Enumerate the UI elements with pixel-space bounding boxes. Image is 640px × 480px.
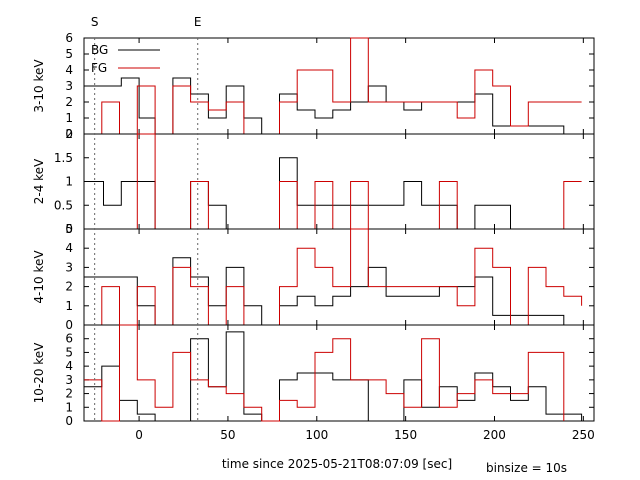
y-tick-label: 3 — [65, 260, 73, 274]
series-fg-line — [84, 324, 565, 422]
y-axis-label: 10-20 keV — [32, 342, 46, 404]
plot-frame — [83, 228, 595, 326]
legend-label-bg: BG — [91, 43, 108, 57]
y-tick-label: 1.5 — [54, 151, 73, 165]
y-tick-label: 0 — [65, 222, 73, 236]
y-tick-label: 1 — [65, 299, 73, 313]
y-tick-label: 1 — [65, 400, 73, 414]
y-axis-label: 2-4 keV — [32, 158, 46, 204]
y-tick-label: 5 — [65, 222, 73, 236]
marker-label-e: E — [194, 15, 202, 29]
plot-frame — [83, 324, 595, 422]
series-fg-line — [84, 133, 582, 230]
series-bg-line — [84, 77, 565, 135]
panel-1: 0 1 2 3 4 5 6 3-10 keV — [32, 31, 595, 141]
y-tick-label: 6 — [65, 332, 73, 346]
series-fg-line — [84, 37, 582, 135]
x-tick-label: 150 — [394, 428, 417, 442]
x-tick-label: 200 — [483, 428, 506, 442]
y-tick-label: 3 — [65, 79, 73, 93]
x-axis-label: time since 2025-05-21T08:07:09 [sec] — [222, 457, 452, 471]
y-tick-label: 6 — [65, 31, 73, 45]
marker-label-s: S — [91, 15, 99, 29]
y-tick-label: 5 — [65, 345, 73, 359]
y-tick-label: 4 — [65, 241, 73, 255]
panel-2: 0 0.5 1 1.5 2 2-4 keV — [32, 127, 595, 236]
x-tick-label: 50 — [220, 428, 235, 442]
y-tick-label: 0 — [65, 414, 73, 428]
y-tick-label: 0.5 — [54, 198, 73, 212]
x-tick-label: 0 — [135, 428, 143, 442]
y-tick-label: 0 — [65, 127, 73, 141]
y-tick-label: 1 — [65, 175, 73, 189]
y-tick-label: 3 — [65, 373, 73, 387]
plot-frame — [83, 133, 595, 230]
legend: BG FG — [91, 43, 160, 75]
y-tick-label: 4 — [65, 359, 73, 373]
panel-3: 0 1 2 3 4 5 4-10 keV — [32, 222, 595, 332]
y-tick-label: 2 — [65, 95, 73, 109]
y-axis-label: 4-10 keV — [32, 250, 46, 304]
x-tick-label: 250 — [572, 428, 595, 442]
y-axis-label: 3-10 keV — [32, 59, 46, 113]
y-tick-label: 2 — [65, 280, 73, 294]
series-fg-line — [84, 228, 583, 326]
y-tick-label: 5 — [65, 47, 73, 61]
series-bg-line — [84, 331, 583, 422]
y-tick-label: 1 — [65, 111, 73, 125]
plot-frame — [83, 37, 595, 135]
legend-label-fg: FG — [91, 61, 107, 75]
y-tick-label: 2 — [65, 127, 73, 141]
x-tick-label: 100 — [305, 428, 328, 442]
binsize-label: binsize = 10s — [486, 461, 567, 475]
y-tick-label: 2 — [65, 387, 73, 401]
y-tick-label: 4 — [65, 63, 73, 77]
y-tick-label: 0 — [65, 318, 73, 332]
